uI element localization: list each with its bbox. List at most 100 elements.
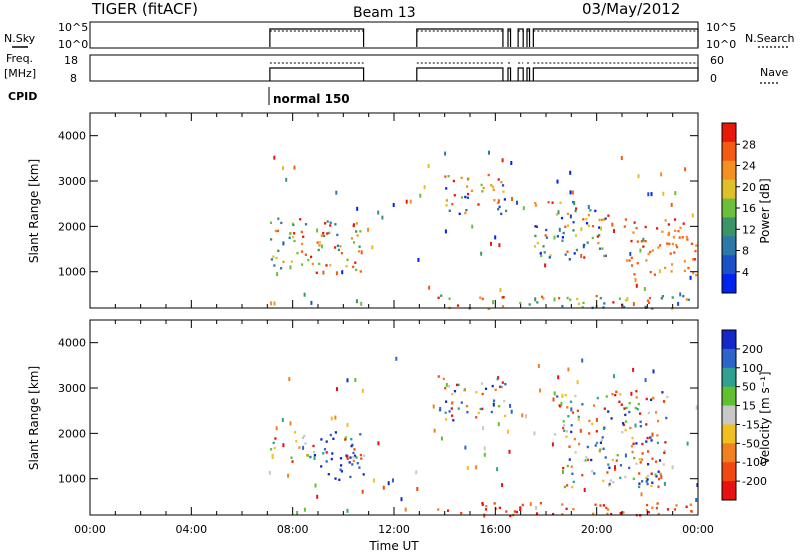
range-cell xyxy=(358,466,361,469)
range-cell xyxy=(640,240,643,243)
range-cell xyxy=(572,229,575,232)
range-cell xyxy=(640,492,643,497)
range-cell xyxy=(490,241,492,246)
range-cell xyxy=(270,448,273,451)
range-cell xyxy=(604,456,607,459)
range-cell xyxy=(475,416,478,419)
range-cell xyxy=(359,270,362,273)
range-cell xyxy=(561,236,564,239)
x-tick-label: 08:00 xyxy=(277,523,309,536)
range-cell xyxy=(651,307,654,310)
range-cell xyxy=(275,426,278,431)
range-cell xyxy=(493,502,496,505)
range-cell xyxy=(444,411,447,414)
range-cell xyxy=(456,383,459,387)
range-cell xyxy=(601,436,604,439)
range-cell xyxy=(671,465,674,470)
range-cell xyxy=(307,258,310,262)
range-cell xyxy=(622,511,625,514)
power-ylabel: Slant Range [km] xyxy=(27,159,41,263)
range-cell xyxy=(448,209,451,212)
range-cell xyxy=(481,503,484,506)
range-cell xyxy=(439,407,442,411)
range-cell xyxy=(606,512,609,516)
range-cell xyxy=(623,305,626,309)
range-cell xyxy=(611,222,614,227)
range-cell xyxy=(564,225,567,228)
range-cell xyxy=(464,445,467,450)
range-cell xyxy=(628,410,631,414)
colorbar-swatch xyxy=(722,123,736,143)
range-cell xyxy=(640,458,643,461)
range-cell xyxy=(625,406,628,410)
range-cell xyxy=(571,485,574,489)
range-cell xyxy=(645,397,648,401)
range-cell xyxy=(497,199,500,204)
range-cell xyxy=(642,237,645,242)
range-cell xyxy=(358,245,361,248)
range-cell xyxy=(668,242,671,246)
range-cell xyxy=(659,472,662,476)
range-cell xyxy=(503,198,506,201)
range-cell xyxy=(340,470,343,473)
range-cell xyxy=(574,209,577,213)
range-cell xyxy=(315,271,318,274)
power-scatter xyxy=(269,150,698,311)
range-cell xyxy=(437,375,440,378)
range-cell xyxy=(570,430,573,434)
range-cell xyxy=(633,456,636,460)
range-cell xyxy=(505,510,508,513)
range-cell xyxy=(566,250,569,253)
range-cell xyxy=(496,377,499,381)
range-cell xyxy=(362,473,365,476)
range-cell xyxy=(672,236,675,239)
range-cell xyxy=(609,479,612,482)
range-cell xyxy=(565,507,568,510)
range-cell xyxy=(633,221,636,224)
range-cell xyxy=(332,437,335,440)
range-cell xyxy=(544,263,547,268)
range-cell xyxy=(561,239,564,242)
range-cell xyxy=(310,255,313,259)
freq-ytick-left-top: 18 xyxy=(64,54,78,67)
range-cell xyxy=(446,509,450,512)
range-cell xyxy=(464,211,467,215)
y-tick-label: 2000 xyxy=(58,427,86,440)
range-cell xyxy=(377,441,380,446)
range-cell xyxy=(662,191,665,196)
range-cell xyxy=(298,446,301,449)
beam-label: Beam 13 xyxy=(353,5,416,21)
range-cell xyxy=(634,423,637,428)
range-cell xyxy=(574,394,577,398)
range-cell xyxy=(539,502,542,505)
range-cell xyxy=(494,235,497,240)
range-cell xyxy=(466,411,469,414)
range-cell xyxy=(416,487,419,491)
range-cell xyxy=(583,256,586,259)
range-cell xyxy=(534,204,538,207)
range-cell xyxy=(275,256,278,260)
range-cell xyxy=(316,494,319,499)
range-cell xyxy=(663,481,666,486)
range-cell xyxy=(310,300,313,305)
range-cell xyxy=(670,202,673,207)
colorbar-tick-label: -15 xyxy=(742,418,760,431)
range-cell xyxy=(679,226,682,230)
range-cell xyxy=(572,221,575,224)
range-cell xyxy=(296,511,299,515)
velocity-ylabel: Slant Range [km] xyxy=(27,366,41,470)
range-cell xyxy=(571,411,575,414)
range-cell xyxy=(575,248,578,252)
noise-traces xyxy=(269,28,699,47)
range-cell xyxy=(635,226,638,230)
range-cell xyxy=(501,184,505,187)
range-cell xyxy=(651,506,654,509)
range-cell xyxy=(507,429,510,434)
range-cell xyxy=(657,477,661,481)
range-cell xyxy=(626,297,629,301)
range-cell xyxy=(534,297,537,302)
range-cell xyxy=(371,245,374,250)
range-cell xyxy=(296,251,299,255)
range-cell xyxy=(657,485,660,488)
range-cell xyxy=(274,437,277,440)
